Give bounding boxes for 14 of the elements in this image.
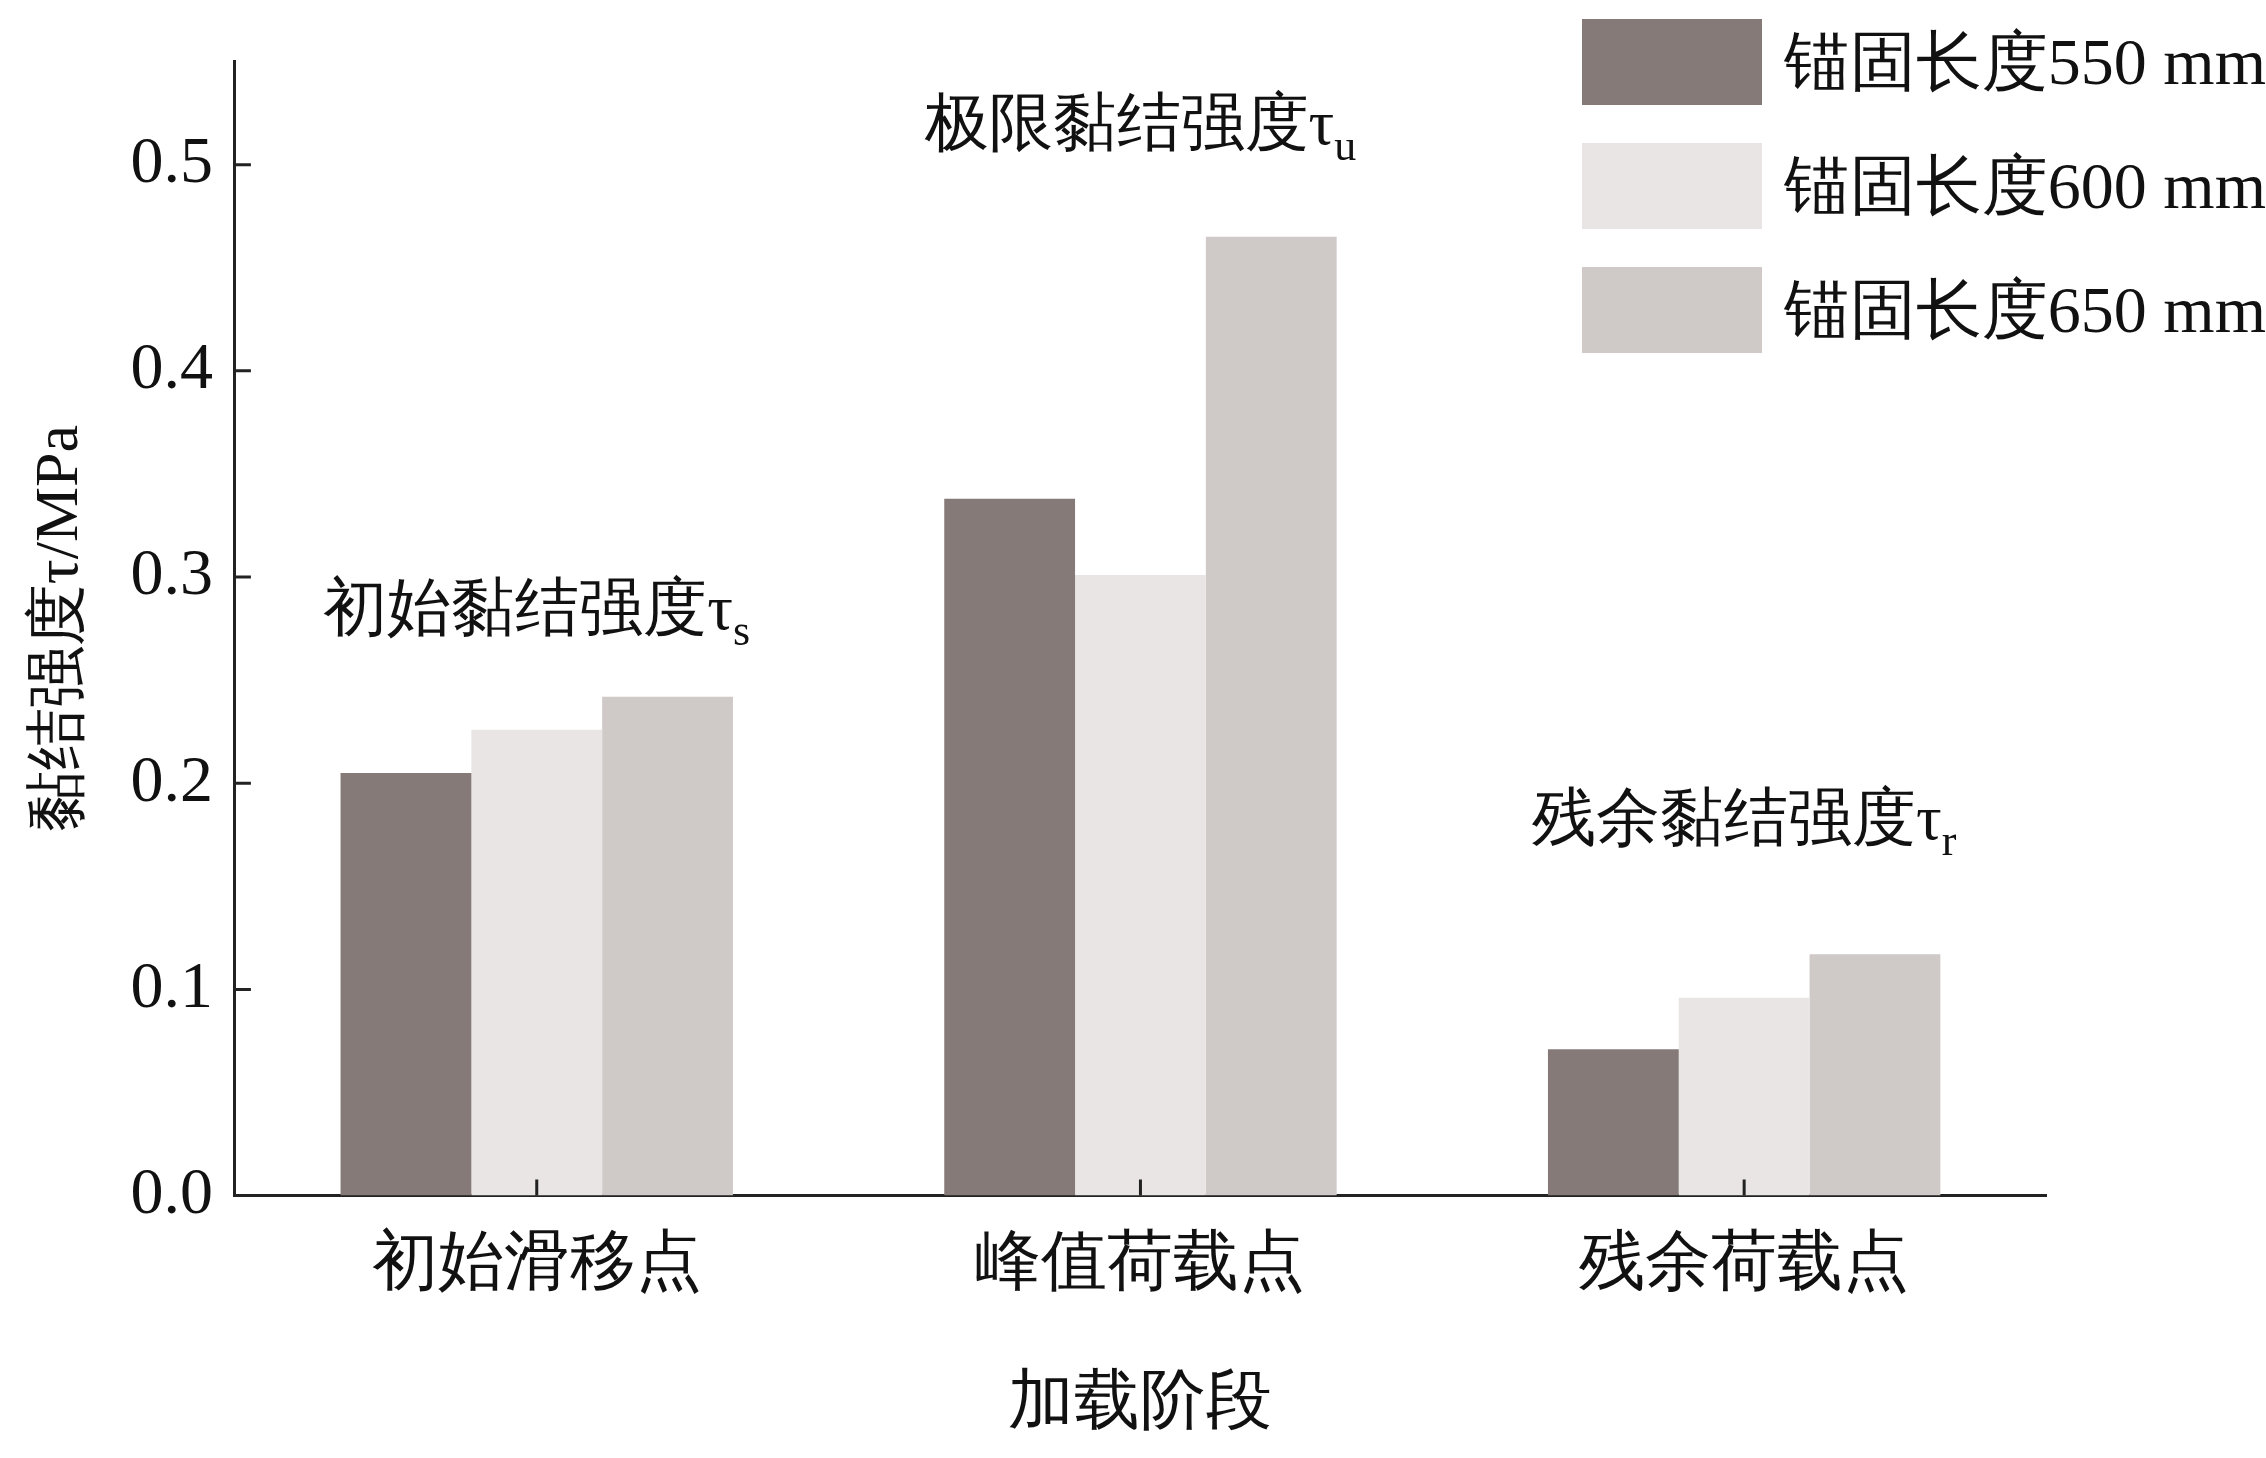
x-tick-label: 峰值荷载点 — [975, 1223, 1306, 1297]
y-tick-label: 0.3 — [130, 535, 213, 609]
x-axis-title: 加载阶段 — [1008, 1362, 1273, 1436]
x-tick-label: 初始滑移点 — [371, 1223, 702, 1297]
y-tick-label: 0.2 — [130, 741, 213, 815]
legend-label: 锚固长度600 mm — [1783, 148, 2266, 224]
y-tick-label: 0.0 — [130, 1153, 213, 1227]
x-tick-label: 残余荷载点 — [1579, 1223, 1910, 1297]
legend-label: 锚固长度650 mm — [1783, 272, 2266, 348]
y-axis-title: 黏结强度τ/MPa — [22, 424, 91, 833]
y-tick-label: 0.5 — [130, 123, 213, 197]
y-tick-label: 0.4 — [130, 329, 213, 403]
legend-label: 锚固长度550 mm — [1783, 24, 2266, 100]
y-tick-label: 0.1 — [130, 947, 213, 1021]
